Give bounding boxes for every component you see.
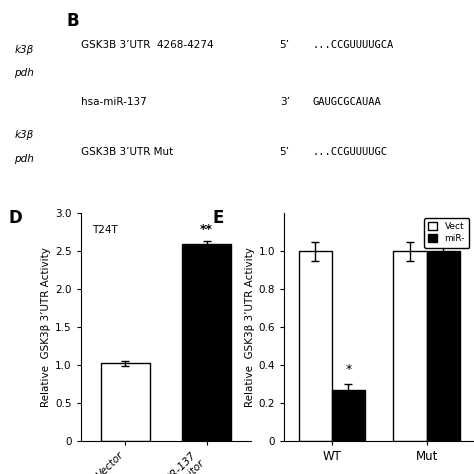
Bar bbox=[332, 390, 365, 441]
Bar bbox=[393, 251, 427, 441]
Bar bbox=[101, 364, 150, 441]
Y-axis label: Relative  GSK3β 3’UTR Activity: Relative GSK3β 3’UTR Activity bbox=[245, 247, 255, 407]
Bar bbox=[427, 251, 460, 441]
Text: k3β: k3β bbox=[14, 130, 34, 140]
Text: D: D bbox=[9, 209, 23, 227]
Text: *: * bbox=[345, 364, 352, 376]
Text: **: ** bbox=[200, 223, 213, 236]
Text: 3’: 3’ bbox=[280, 97, 290, 107]
Text: E: E bbox=[212, 209, 224, 227]
Text: T24T: T24T bbox=[92, 225, 118, 235]
Text: B: B bbox=[66, 12, 79, 30]
Bar bbox=[299, 251, 332, 441]
Text: GSK3B 3’UTR  4268-4274: GSK3B 3’UTR 4268-4274 bbox=[81, 40, 213, 50]
Text: ...CCGUUUUGCA: ...CCGUUUUGCA bbox=[313, 40, 394, 50]
Text: k3β: k3β bbox=[14, 45, 34, 55]
Text: 5’: 5’ bbox=[280, 146, 290, 157]
Text: hsa-miR-137: hsa-miR-137 bbox=[81, 97, 146, 107]
Text: pdh: pdh bbox=[14, 68, 34, 79]
Bar bbox=[182, 244, 231, 441]
Text: 5’: 5’ bbox=[280, 40, 290, 50]
Text: GSK3B 3’UTR Mut: GSK3B 3’UTR Mut bbox=[81, 146, 173, 157]
Text: pdh: pdh bbox=[14, 154, 34, 164]
Text: ...CCGUUUUGC: ...CCGUUUUGC bbox=[313, 146, 388, 157]
Text: GAUGCGCAUAA: GAUGCGCAUAA bbox=[313, 97, 382, 107]
Y-axis label: Relative  GSK3β 3’UTR Activity: Relative GSK3β 3’UTR Activity bbox=[41, 247, 51, 407]
Legend: Vect, miR-: Vect, miR- bbox=[424, 218, 469, 248]
